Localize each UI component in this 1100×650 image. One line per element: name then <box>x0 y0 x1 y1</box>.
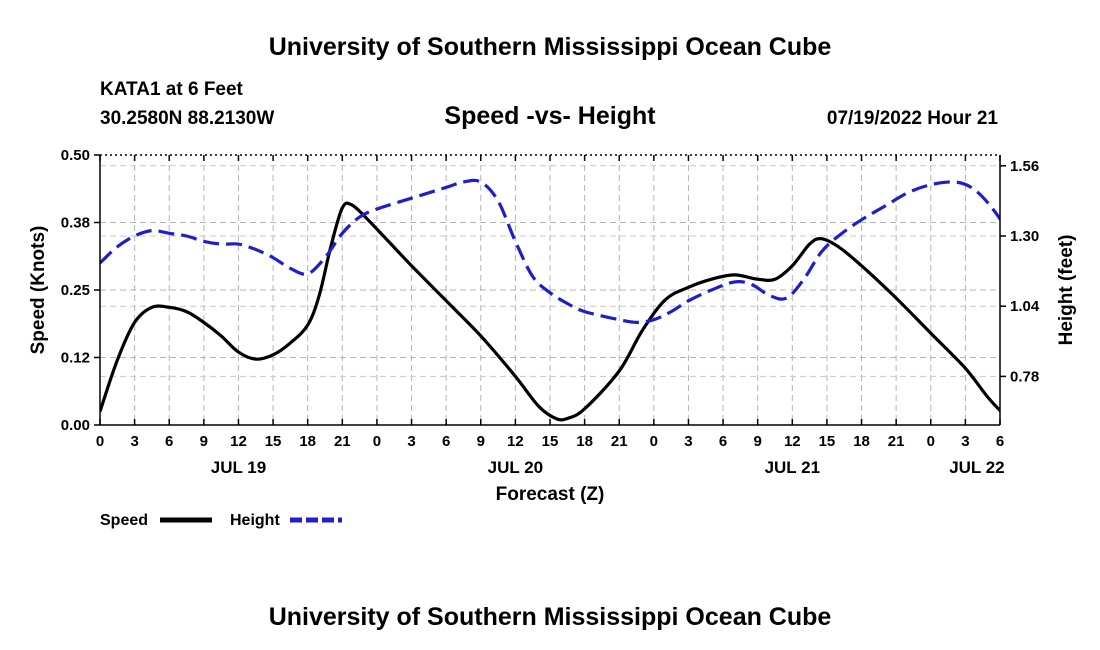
x-tick-label: 15 <box>819 433 836 450</box>
footer-title: University of Southern Mississippi Ocean… <box>269 603 832 631</box>
y-left-tick-label: 0.00 <box>61 417 90 434</box>
y-left-tick-label: 0.50 <box>61 147 90 164</box>
y-right-tick-label: 1.04 <box>1010 298 1040 315</box>
date-label: JUL 19 <box>211 458 266 477</box>
x-tick-label: 18 <box>576 433 593 450</box>
station-coords: 30.2580N 88.2130W <box>100 108 274 129</box>
x-tick-label: 3 <box>407 433 415 450</box>
x-tick-label: 21 <box>888 433 905 450</box>
y-right-tick-label: 1.30 <box>1010 228 1039 245</box>
x-tick-label: 6 <box>996 433 1004 450</box>
x-tick-label: 21 <box>334 433 351 450</box>
x-tick-label: 3 <box>684 433 692 450</box>
legend-speed-label: Speed <box>100 512 148 529</box>
date-label: JUL 22 <box>949 458 1004 477</box>
y-right-tick-label: 1.56 <box>1010 158 1039 175</box>
x-tick-label: 15 <box>542 433 559 450</box>
date-label: JUL 20 <box>488 458 543 477</box>
legend-height-label: Height <box>230 512 280 529</box>
x-tick-label: 9 <box>754 433 762 450</box>
x-tick-label: 3 <box>130 433 138 450</box>
y-axis-right-label: Height (feet) <box>1056 235 1077 346</box>
x-tick-label: 0 <box>373 433 381 450</box>
station-name: KATA1 at 6 Feet <box>100 79 244 100</box>
y-left-tick-label: 0.38 <box>61 215 90 232</box>
axis-layer: 0 3 6 9 12 15 18 21 0 3 6 9 12 15 18 21 0 3 6 9 12 15 18 21 0 3 6 0… <box>61 147 1040 477</box>
x-tick-label: 21 <box>611 433 628 450</box>
grid-layer <box>100 155 1000 425</box>
x-tick-label: 6 <box>719 433 727 450</box>
legend: Speed Height <box>100 512 342 529</box>
series-line-speed <box>100 201 1000 422</box>
x-tick-label: 12 <box>230 433 247 450</box>
x-tick-label: 6 <box>442 433 450 450</box>
date-label: JUL 21 <box>765 458 820 477</box>
forecast-datetime: 07/19/2022 Hour 21 <box>827 108 999 129</box>
series-line-height <box>100 178 1000 324</box>
x-tick-label: 18 <box>299 433 316 450</box>
x-tick-label: 6 <box>165 433 173 450</box>
series-layer <box>100 178 1000 422</box>
x-tick-label: 9 <box>200 433 208 450</box>
x-tick-label: 12 <box>784 433 801 450</box>
x-axis-label: Forecast (Z) <box>496 484 605 505</box>
x-tick-label: 9 <box>477 433 485 450</box>
x-tick-label: 0 <box>927 433 935 450</box>
y-right-tick-label: 0.78 <box>1010 368 1039 385</box>
chart-title: Speed -vs- Height <box>444 102 656 130</box>
y-left-tick-label: 0.25 <box>61 282 90 299</box>
x-tick-label: 0 <box>650 433 658 450</box>
x-tick-label: 3 <box>961 433 969 450</box>
x-tick-label: 12 <box>507 433 524 450</box>
y-axis-left-label: Speed (Knots) <box>28 226 49 355</box>
x-tick-label: 18 <box>853 433 870 450</box>
org-title: University of Southern Mississippi Ocean… <box>269 33 832 61</box>
x-tick-label: 15 <box>265 433 282 450</box>
y-left-tick-label: 0.12 <box>61 350 90 367</box>
x-tick-label: 0 <box>96 433 104 450</box>
